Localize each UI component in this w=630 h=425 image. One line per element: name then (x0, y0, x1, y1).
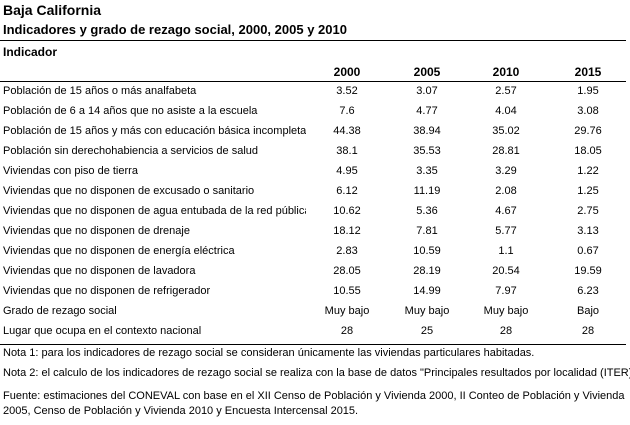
value-cell: 2.57 (495, 85, 517, 97)
value-cell: 10.62 (333, 205, 361, 217)
value-cell: 3.08 (577, 105, 599, 117)
value-cell: 3.35 (416, 165, 438, 177)
value-cell: 4.67 (495, 205, 517, 217)
value-cell: 5.36 (416, 205, 438, 217)
row-label: Viviendas que no disponen de agua entuba… (3, 205, 306, 217)
table-row: Viviendas con piso de tierra 4.95 3.35 3… (0, 161, 630, 181)
value-cell: 2.75 (577, 205, 599, 217)
value-cell: 6.23 (577, 285, 599, 297)
value-cell: 5.77 (495, 225, 517, 237)
row-label: Viviendas que no disponen de lavadora (3, 265, 196, 277)
value-cell: 3.29 (495, 165, 517, 177)
value-cell: 28.19 (413, 265, 441, 277)
value-cell: 10.59 (413, 245, 441, 257)
value-cell: 7.6 (339, 105, 355, 117)
row-label: Viviendas que no disponen de refrigerado… (3, 285, 211, 297)
row-label: Población de 6 a 14 años que no asiste a… (3, 105, 258, 117)
value-cell: 38.94 (413, 125, 441, 137)
table-row: Viviendas que no disponen de lavadora 28… (0, 261, 630, 281)
table-row: Población de 6 a 14 años que no asiste a… (0, 101, 630, 121)
row-label: Grado de rezago social (3, 305, 117, 317)
value-cell: 3.13 (577, 225, 599, 237)
row-label: Viviendas con piso de tierra (3, 165, 138, 177)
value-cell: 2.08 (495, 185, 517, 197)
value-cell: 1.22 (577, 165, 599, 177)
value-cell: 3.52 (336, 85, 358, 97)
table-row: Grado de rezago social Muy bajo Muy bajo… (0, 301, 630, 321)
value-cell: 7.97 (495, 285, 517, 297)
value-cell: 28.05 (333, 265, 361, 277)
year-header-2010: 2010 (492, 65, 520, 79)
note-1: Nota 1: para los indicadores de rezago s… (3, 347, 535, 359)
year-header-2005: 2005 (413, 65, 441, 79)
value-cell: 14.99 (413, 285, 441, 297)
value-cell: 1.95 (577, 85, 599, 97)
row-label: Población sin derechohabiencia a servici… (3, 145, 258, 157)
value-cell: 44.38 (333, 125, 361, 137)
table-row: Viviendas que no disponen de energía elé… (0, 241, 630, 261)
value-cell: Muy bajo (404, 305, 450, 317)
table-row: Población de 15 años o más analfabeta 3.… (0, 81, 630, 101)
table-row: Viviendas que no disponen de refrigerado… (0, 281, 630, 301)
page-title: Baja California (3, 2, 102, 18)
value-cell: 38.1 (336, 145, 358, 157)
value-cell: 10.55 (333, 285, 361, 297)
indicators-table: 2000 2005 2010 2015 Población de 15 años… (0, 63, 630, 341)
value-cell: 0.67 (577, 245, 599, 257)
indicator-heading: Indicador (3, 45, 58, 59)
value-cell: 28 (340, 325, 354, 337)
value-cell: 28 (581, 325, 595, 337)
value-cell: 3.07 (416, 85, 438, 97)
table-row: Viviendas que no disponen de agua entuba… (0, 201, 630, 221)
value-cell: 28 (499, 325, 513, 337)
top-rule (0, 40, 626, 41)
table-row: Población de 15 años y más con educación… (0, 121, 630, 141)
source-note: Fuente: estimaciones del CONEVAL con bas… (3, 390, 625, 417)
value-cell: 1.1 (498, 245, 514, 257)
row-label: Población de 15 años o más analfabeta (3, 85, 197, 97)
row-label: Viviendas que no disponen de excusado o … (3, 185, 255, 197)
value-cell: 1.25 (577, 185, 599, 197)
value-cell: 4.04 (495, 105, 517, 117)
value-cell: 4.95 (336, 165, 358, 177)
value-cell: Muy bajo (324, 305, 370, 317)
value-cell: Muy bajo (483, 305, 529, 317)
value-cell: 35.02 (492, 125, 520, 137)
table-row: Viviendas que no disponen de drenaje 18.… (0, 221, 630, 241)
value-cell: 29.76 (574, 125, 602, 137)
value-cell: 2.83 (336, 245, 358, 257)
year-header-2000: 2000 (333, 65, 361, 79)
value-cell: 28.81 (492, 145, 520, 157)
row-label: Viviendas que no disponen de energía elé… (3, 245, 235, 257)
table-row: Viviendas que no disponen de excusado o … (0, 181, 630, 201)
value-cell: 20.54 (492, 265, 520, 277)
table-row: Lugar que ocupa en el contexto nacional … (0, 321, 630, 341)
value-cell: 25 (420, 325, 434, 337)
table-row: Población sin derechohabiencia a servici… (0, 141, 630, 161)
value-cell: 11.19 (413, 185, 441, 197)
value-cell: Bajo (576, 305, 600, 317)
table-subtitle: Indicadores y grado de rezago social, 20… (3, 22, 347, 37)
value-cell: 7.81 (416, 225, 438, 237)
value-cell: 4.77 (416, 105, 438, 117)
table-header: 2000 2005 2010 2015 (0, 63, 630, 81)
row-label: Viviendas que no disponen de drenaje (3, 225, 190, 237)
value-cell: 18.05 (574, 145, 602, 157)
row-label: Lugar que ocupa en el contexto nacional (3, 325, 202, 337)
header-label-cell (0, 63, 306, 81)
bottom-rule (0, 344, 626, 345)
header-row: 2000 2005 2010 2015 (0, 63, 630, 81)
value-cell: 19.59 (574, 265, 602, 277)
value-cell: 18.12 (333, 225, 361, 237)
year-header-2015: 2015 (574, 65, 602, 79)
note-2: Nota 2: el calculo de los indicadores de… (3, 367, 630, 379)
header-rule (0, 81, 626, 82)
value-cell: 35.53 (413, 145, 441, 157)
row-label: Población de 15 años y más con educación… (3, 125, 306, 137)
table-body: Población de 15 años o más analfabeta 3.… (0, 81, 630, 341)
value-cell: 6.12 (336, 185, 358, 197)
